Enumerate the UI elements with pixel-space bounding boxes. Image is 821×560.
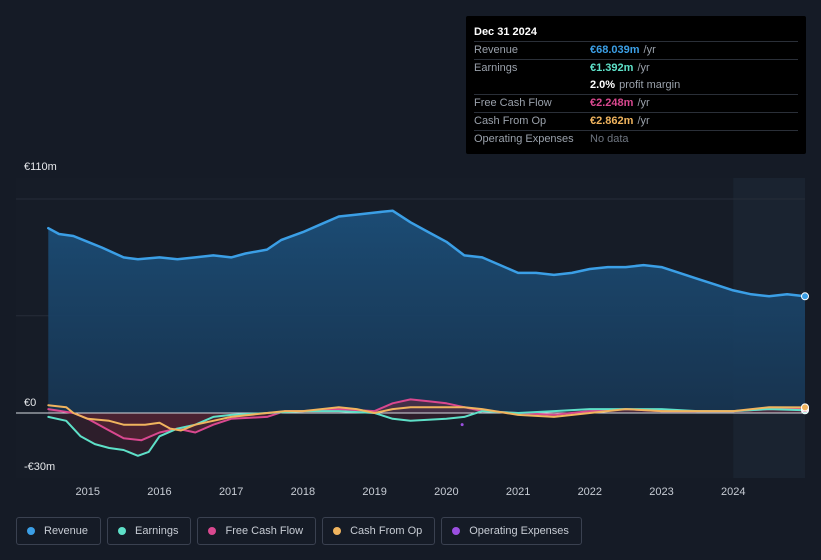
point-operating-expenses bbox=[460, 423, 464, 427]
legend-dot-icon bbox=[27, 527, 35, 535]
tooltip-row-label: Revenue bbox=[474, 44, 519, 56]
legend: Revenue Earnings Free Cash Flow Cash From O… bbox=[16, 517, 582, 547]
tooltip-date: Dec 31 2024 bbox=[474, 26, 537, 38]
tooltip-row: Operating Expenses No data bbox=[474, 130, 798, 148]
tooltip-row: Revenue €68.039m/yr bbox=[474, 41, 798, 59]
tooltip-row-value: No data bbox=[590, 133, 629, 145]
legend-item-cash-from-op[interactable]: Cash From Op bbox=[322, 517, 436, 545]
legend-dot-icon bbox=[452, 527, 461, 535]
series-line-cash-from-op bbox=[47, 404, 806, 432]
x-tick-label: 2019 bbox=[362, 486, 386, 498]
tooltip-row: Free Cash Flow €2.248m/yr bbox=[474, 94, 798, 112]
tooltip-row-unit: /yr bbox=[637, 97, 650, 109]
tooltip-row-label bbox=[474, 77, 590, 94]
tooltip-row: 2.0% profit margin bbox=[474, 77, 798, 94]
legend-dot-icon bbox=[118, 527, 127, 535]
x-tick-label: 2015 bbox=[75, 486, 99, 498]
tooltip-row-label: Operating Expenses bbox=[474, 133, 574, 145]
tooltip-row: Cash From Op €2.862m/yr bbox=[474, 112, 798, 130]
x-tick-label: 2024 bbox=[721, 486, 745, 498]
tooltip-row-label: Cash From Op bbox=[474, 115, 547, 127]
legend-label: Earnings bbox=[135, 525, 179, 537]
tooltip: Dec 31 2024 Revenue €68.039m/yr Earnings €1… bbox=[466, 16, 806, 154]
x-tick-label: 2021 bbox=[506, 486, 530, 498]
tooltip-row-unit: /yr bbox=[637, 62, 650, 74]
series-end-marker-revenue bbox=[801, 292, 809, 301]
tooltip-row-unit: profit margin bbox=[619, 79, 681, 91]
legend-label: Revenue bbox=[44, 525, 89, 537]
legend-dot-icon bbox=[333, 527, 342, 535]
x-tick-label: 2023 bbox=[649, 486, 673, 498]
earnings-area bbox=[48, 409, 806, 456]
legend-label: Cash From Op bbox=[350, 525, 423, 537]
tooltip-row-value: €2.862m bbox=[590, 115, 634, 127]
legend-item-revenue[interactable]: Revenue bbox=[16, 517, 102, 545]
tooltip-row: Earnings €1.392m/yr bbox=[474, 59, 798, 77]
tooltip-row-unit: /yr bbox=[643, 44, 656, 56]
tooltip-row-value: €68.039m bbox=[590, 44, 640, 56]
tooltip-row-label: Earnings bbox=[474, 62, 518, 74]
legend-dot-icon bbox=[208, 527, 217, 535]
y-tick-label: €110m bbox=[24, 161, 57, 173]
x-tick-label: 2018 bbox=[291, 486, 315, 498]
tooltip-row-value: 2.0% bbox=[590, 79, 616, 91]
x-tick-label: 2017 bbox=[219, 486, 243, 498]
x-tick-label: 2020 bbox=[434, 486, 458, 498]
tooltip-row-value: €2.248m bbox=[590, 97, 634, 109]
tooltip-row-label: Free Cash Flow bbox=[474, 97, 552, 109]
series-end-marker-cash-from-op bbox=[801, 403, 809, 412]
x-tick-label: 2016 bbox=[147, 486, 171, 498]
legend-label: Free Cash Flow bbox=[225, 525, 304, 537]
legend-item-operating-expenses[interactable]: Operating Expenses bbox=[441, 517, 582, 545]
tooltip-row-value: €1.392m bbox=[590, 62, 634, 74]
legend-item-free-cash-flow[interactable]: Free Cash Flow bbox=[197, 517, 317, 545]
y-tick-label: -€30m bbox=[24, 461, 55, 473]
y-tick-label: €0 bbox=[24, 397, 36, 409]
legend-label: Operating Expenses bbox=[469, 525, 569, 537]
revenue-area bbox=[48, 210, 806, 413]
series-line-revenue bbox=[47, 209, 807, 298]
tooltip-row-unit: /yr bbox=[637, 115, 650, 127]
x-tick-label: 2022 bbox=[578, 486, 602, 498]
legend-item-earnings[interactable]: Earnings bbox=[107, 517, 192, 545]
